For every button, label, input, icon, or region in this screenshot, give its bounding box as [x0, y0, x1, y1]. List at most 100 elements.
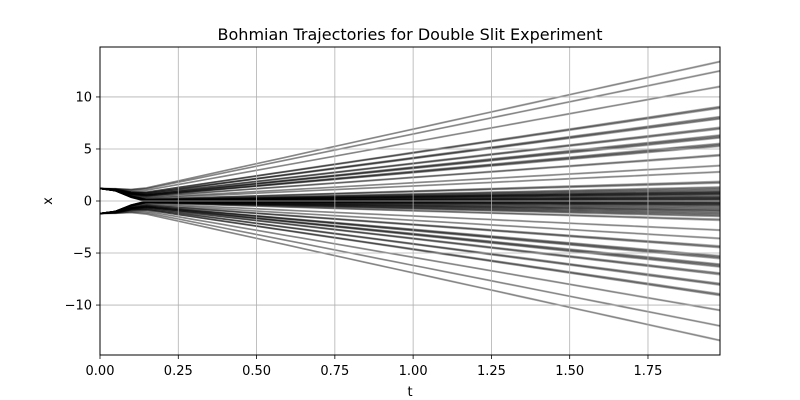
trajectory-line — [99, 137, 721, 196]
trajectory-line — [99, 181, 721, 201]
trajectory-line — [99, 206, 721, 268]
trajectory-line — [99, 200, 721, 215]
trajectory-line — [99, 201, 721, 215]
trajectory-line — [99, 206, 721, 275]
trajectory-line — [99, 186, 721, 201]
trajectory-line — [99, 116, 721, 194]
trajectory-line — [99, 187, 721, 201]
trajectory-line — [99, 154, 721, 198]
trajectory-line — [99, 208, 721, 296]
trajectory-line — [99, 200, 721, 215]
trajectory-line — [99, 201, 721, 217]
trajectory-line — [99, 202, 721, 232]
trajectory-line — [99, 205, 721, 260]
trajectory-line — [99, 142, 721, 197]
trajectory-line — [99, 187, 721, 201]
trajectory-line — [99, 204, 721, 248]
trajectory-line — [99, 201, 721, 218]
x-tick-label: 0.75 — [320, 364, 349, 379]
trajectory-line — [99, 206, 721, 268]
trajectory-line — [99, 206, 721, 274]
trajectory-line — [99, 187, 721, 202]
trajectory-line — [99, 202, 721, 231]
trajectory-line — [99, 187, 721, 201]
trajectory-line — [99, 187, 721, 206]
trajectory-line — [99, 70, 721, 191]
x-tick-label: 0.50 — [242, 364, 271, 379]
trajectory-line — [99, 187, 721, 202]
trajectory-line — [99, 106, 721, 194]
trajectory-line — [99, 187, 721, 202]
x-tick-label: 1.25 — [477, 364, 506, 379]
trajectory-line — [99, 187, 721, 202]
trajectory-line — [99, 207, 721, 275]
y-tick-label: 5 — [84, 142, 92, 157]
trajectory-line — [99, 180, 721, 200]
trajectory-line — [99, 187, 720, 202]
trajectories — [99, 60, 721, 342]
trajectory-line — [99, 187, 721, 202]
trajectory-line — [99, 187, 721, 202]
trajectory-line — [99, 128, 721, 196]
trajectory-line — [99, 208, 721, 295]
trajectory-line — [99, 207, 721, 276]
y-axis-label: x — [41, 197, 56, 205]
trajectory-line — [99, 210, 721, 327]
trajectory-line — [99, 206, 721, 265]
trajectory-line — [99, 201, 721, 217]
x-axis-label: t — [407, 385, 412, 400]
trajectory-line — [99, 60, 721, 191]
x-tick-label: 1.00 — [399, 364, 428, 379]
trajectory-line — [99, 165, 721, 199]
trajectory-line — [99, 206, 721, 267]
x-tick-label: 1.75 — [634, 364, 663, 379]
grid — [99, 47, 720, 355]
trajectory-line — [99, 204, 721, 249]
trajectory-line — [99, 107, 721, 194]
trajectory-line — [99, 136, 721, 196]
trajectory-line — [99, 127, 721, 196]
trajectory-line — [99, 69, 721, 191]
trajectory-line — [99, 201, 721, 215]
trajectory-line — [99, 126, 721, 195]
trajectory-line — [99, 117, 721, 195]
trajectory-line — [99, 201, 721, 215]
trajectory-line — [99, 187, 721, 202]
trajectory-line — [99, 200, 721, 215]
trajectory-line — [99, 201, 721, 215]
trajectory-line — [99, 144, 721, 197]
trajectory-line — [99, 201, 721, 215]
trajectory-line — [99, 200, 721, 215]
trajectory-line — [99, 200, 721, 215]
trajectory-line — [99, 206, 721, 266]
trajectory-line — [99, 144, 721, 197]
trajectory-line — [99, 155, 721, 198]
trajectory-line — [99, 201, 721, 215]
trajectory-line — [99, 187, 721, 201]
x-tick-label: 1.50 — [555, 364, 584, 379]
trajectory-line — [99, 182, 721, 201]
trajectory-line — [99, 187, 721, 206]
trajectory-line — [99, 203, 721, 239]
trajectory-line — [99, 187, 721, 201]
x-tick-label: 0.00 — [86, 364, 115, 379]
trajectory-line — [99, 136, 721, 196]
trajectory-line — [99, 187, 721, 205]
trajectory-line — [99, 170, 721, 200]
trajectory-line — [99, 171, 721, 200]
trajectory-line — [99, 211, 721, 342]
trajectory-line — [99, 208, 721, 296]
trajectory-line — [99, 207, 721, 285]
trajectory-line — [99, 207, 721, 285]
trajectory-line — [99, 200, 721, 215]
trajectory-line — [99, 200, 720, 215]
trajectory-line — [99, 201, 721, 215]
trajectory-line — [99, 127, 721, 195]
y-axis-ticks: −10 −5 0 5 10 — [65, 90, 100, 314]
trajectory-line — [99, 205, 721, 259]
chart-title: Bohmian Trajectories for Double Slit Exp… — [218, 25, 603, 44]
trajectory-line — [99, 187, 721, 202]
trajectory-line — [99, 106, 721, 194]
plot-area — [99, 46, 721, 356]
trajectory-line — [99, 200, 721, 215]
